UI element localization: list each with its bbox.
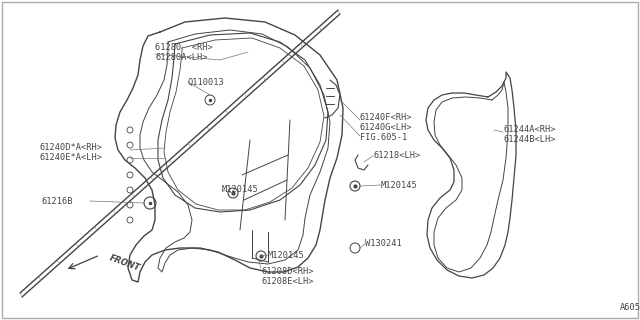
Text: M120145: M120145 [381, 180, 418, 189]
Text: 61244B<LH>: 61244B<LH> [503, 135, 556, 145]
Text: 61280A<LH>: 61280A<LH> [155, 53, 207, 62]
Text: 61240D*A<RH>: 61240D*A<RH> [40, 143, 103, 153]
Text: 61244A<RH>: 61244A<RH> [503, 125, 556, 134]
Text: 61240G<LH>: 61240G<LH> [360, 124, 413, 132]
Text: 61216B: 61216B [42, 196, 74, 205]
Text: Q110013: Q110013 [188, 77, 225, 86]
Text: FIG.605-1: FIG.605-1 [360, 133, 407, 142]
Text: 61240F<RH>: 61240F<RH> [360, 114, 413, 123]
Text: 61218<LH>: 61218<LH> [373, 151, 420, 161]
Text: A605001183: A605001183 [620, 303, 640, 313]
Text: 61240E*A<LH>: 61240E*A<LH> [40, 154, 103, 163]
Text: M120145: M120145 [268, 251, 305, 260]
Text: 61280  <RH>: 61280 <RH> [155, 44, 212, 52]
Text: FRONT: FRONT [108, 253, 141, 273]
Text: W130241: W130241 [365, 239, 402, 249]
Text: 61208E<LH>: 61208E<LH> [261, 276, 314, 285]
Text: 61208D<RH>: 61208D<RH> [261, 267, 314, 276]
Text: M120145: M120145 [222, 186, 259, 195]
